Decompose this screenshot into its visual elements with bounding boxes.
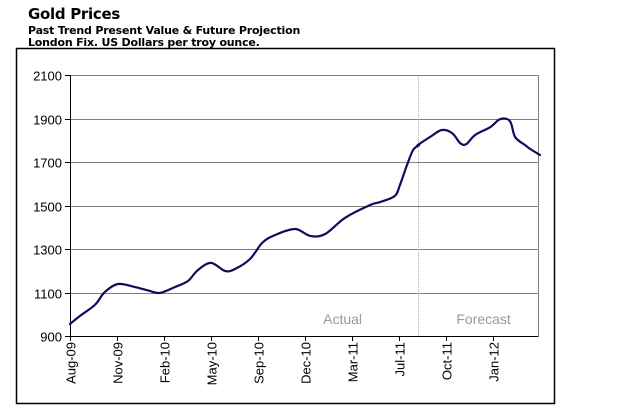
x-tick-label: Jan-12: [487, 342, 502, 382]
x-tick-label: Dec-10: [299, 342, 314, 384]
x-tick-label: Aug-09: [64, 342, 79, 384]
x-axis-ticks: Aug-09 Nov-09 Feb-10 May-10 Sep-10 Dec-10 Mar-…: [64, 336, 502, 385]
region-label-actual: Actual: [323, 311, 362, 327]
y-tick-label: 1900: [33, 113, 62, 128]
y-axis-ticks: 900 1100 1300 1500 1700 1900 2100: [33, 69, 70, 345]
x-tick-label: Oct-11: [440, 342, 455, 380]
gold-price-line: [68, 117, 542, 326]
x-tick-label: Mar-11: [346, 342, 361, 382]
region-label-forecast: Forecast: [456, 311, 511, 327]
chart-title: Gold Prices: [28, 5, 120, 23]
chart-subtitle: Past Trend Present Value & Future Projec…: [28, 24, 301, 37]
y-tick-label: 2100: [33, 69, 62, 84]
gridlines: [70, 75, 538, 294]
x-tick-label: Nov-09: [111, 342, 126, 384]
x-tick-label: May-10: [205, 342, 220, 385]
x-tick-label: Feb-10: [158, 342, 173, 383]
y-tick-label: 1500: [33, 200, 62, 215]
chart-outer-border: [15, 47, 556, 405]
chart-units-note: London Fix. US Dollars per troy ounce.: [28, 36, 260, 49]
x-tick-label: Jul-11: [393, 342, 408, 376]
y-tick-label: 900: [40, 330, 62, 345]
y-tick-label: 1300: [33, 243, 62, 258]
region-labels: Actual Forecast: [323, 311, 511, 327]
y-tick-label: 1700: [33, 156, 62, 171]
x-tick-label: Sep-10: [252, 342, 267, 384]
y-tick-label: 1100: [34, 287, 62, 302]
